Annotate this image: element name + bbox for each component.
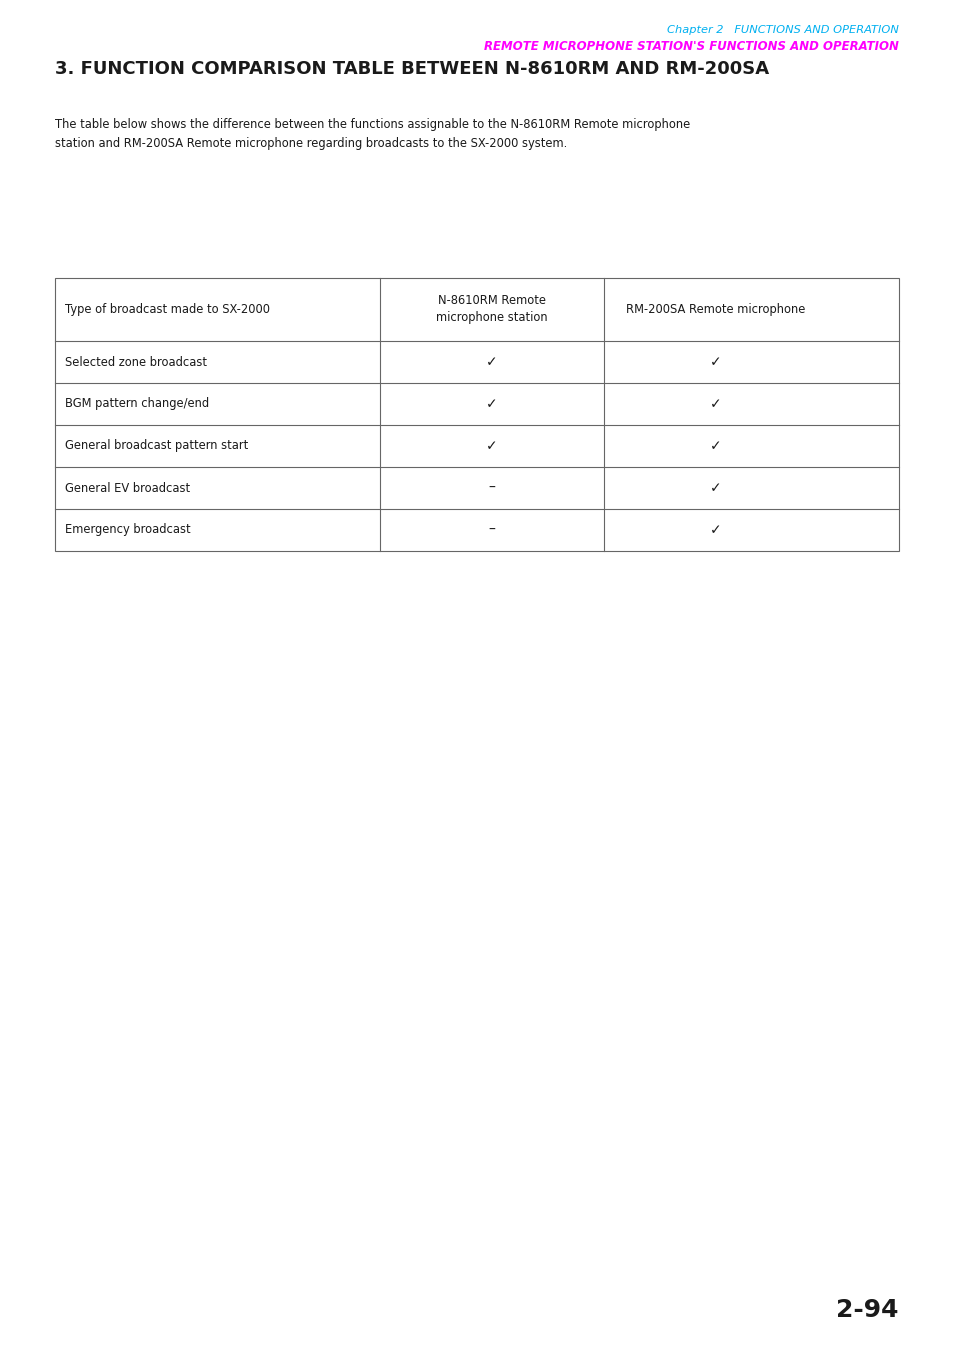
Text: ✓: ✓	[709, 355, 720, 369]
Text: ✓: ✓	[709, 439, 720, 454]
Text: –: –	[488, 522, 495, 537]
Text: ✓: ✓	[485, 355, 497, 369]
Text: 2-94: 2-94	[836, 1297, 898, 1322]
Text: General EV broadcast: General EV broadcast	[65, 482, 190, 494]
Text: BGM pattern change/end: BGM pattern change/end	[65, 397, 209, 410]
Text: General broadcast pattern start: General broadcast pattern start	[65, 440, 248, 452]
Text: Chapter 2   FUNCTIONS AND OPERATION: Chapter 2 FUNCTIONS AND OPERATION	[666, 26, 898, 35]
Text: –: –	[488, 481, 495, 495]
Text: ✓: ✓	[709, 397, 720, 410]
Text: The table below shows the difference between the functions assignable to the N-8: The table below shows the difference bet…	[55, 117, 690, 150]
Text: ✓: ✓	[709, 481, 720, 495]
Bar	[55, 278, 898, 551]
Text: Selected zone broadcast: Selected zone broadcast	[65, 355, 207, 369]
Text: N-8610RM Remote
microphone station: N-8610RM Remote microphone station	[436, 294, 547, 324]
Text: ✓: ✓	[709, 522, 720, 537]
Text: ✓: ✓	[485, 397, 497, 410]
Text: ✓: ✓	[485, 439, 497, 454]
Text: Emergency broadcast: Emergency broadcast	[65, 524, 191, 536]
Text: REMOTE MICROPHONE STATION'S FUNCTIONS AND OPERATION: REMOTE MICROPHONE STATION'S FUNCTIONS AN…	[483, 40, 898, 53]
Text: Type of broadcast made to SX-2000: Type of broadcast made to SX-2000	[65, 302, 270, 316]
Text: RM-200SA Remote microphone: RM-200SA Remote microphone	[625, 302, 804, 316]
Text: 3. FUNCTION COMPARISON TABLE BETWEEN N-8610RM AND RM-200SA: 3. FUNCTION COMPARISON TABLE BETWEEN N-8…	[55, 59, 768, 78]
